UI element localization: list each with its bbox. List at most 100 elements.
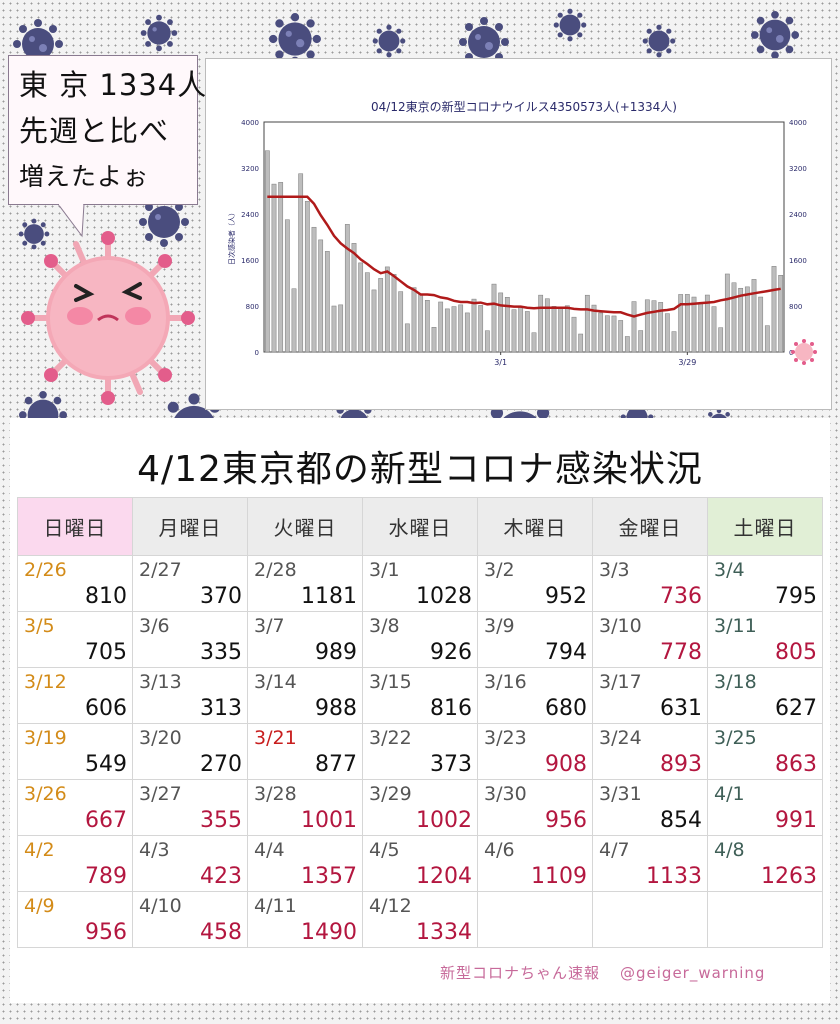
day-cell: 4/9 956 xyxy=(17,891,133,948)
day-date: 3/20 xyxy=(139,727,182,749)
week-row: 3/26 667 3/27 355 3/28 1001 3/29 1002 3/30 956 3/3… xyxy=(17,779,823,836)
daily-bar xyxy=(318,239,324,353)
day-cell: 3/3 736 xyxy=(592,555,708,612)
day-count: 1001 xyxy=(301,808,357,833)
day-cell: 3/18 627 xyxy=(707,667,823,724)
daily-bar xyxy=(704,294,710,353)
day-date: 3/26 xyxy=(24,783,67,805)
daily-bar xyxy=(364,272,370,353)
daily-bar xyxy=(491,283,497,353)
daily-bar xyxy=(331,305,337,353)
day-cell: 3/13 313 xyxy=(132,667,248,724)
daily-bar xyxy=(298,173,304,353)
y-tick-label-right: 1600 xyxy=(789,257,807,265)
x-tick-label: 3/29 xyxy=(678,358,696,367)
day-cell: 3/11 805 xyxy=(707,611,823,668)
day-cell: 4/8 1263 xyxy=(707,835,823,892)
day-date: 2/26 xyxy=(24,559,67,581)
day-count: 270 xyxy=(200,752,242,777)
day-date: 3/21 xyxy=(254,727,297,749)
daily-bar xyxy=(691,296,697,353)
day-cell: 4/1 991 xyxy=(707,779,823,836)
day-date: 4/5 xyxy=(369,839,400,861)
day-cell: 3/12 606 xyxy=(17,667,133,724)
chart-panel: 04/12東京の新型コロナウイルス4350573人(+1334人) 0 0 800 80… xyxy=(205,58,832,410)
day-date: 3/17 xyxy=(599,671,642,693)
day-date: 3/1 xyxy=(369,559,400,581)
day-count: 1002 xyxy=(416,808,472,833)
daily-bar xyxy=(284,219,290,353)
day-date: 3/8 xyxy=(369,615,400,637)
weekday-header: 月曜日 xyxy=(132,497,248,556)
day-date: 2/28 xyxy=(254,559,297,581)
y-tick-label-right: 2400 xyxy=(789,211,807,219)
day-count: 877 xyxy=(315,752,357,777)
day-count: 789 xyxy=(85,864,127,889)
daily-bar xyxy=(771,266,777,353)
credit-line: 新型コロナちゃん速報 @geiger_warning xyxy=(440,962,785,983)
day-count: 458 xyxy=(200,920,242,945)
day-date: 3/5 xyxy=(24,615,55,637)
day-date: 4/1 xyxy=(714,783,745,805)
day-date: 3/29 xyxy=(369,783,412,805)
daily-bar xyxy=(398,291,404,353)
daily-bar xyxy=(478,305,484,353)
day-count: 926 xyxy=(430,640,472,665)
day-cell: 3/8 926 xyxy=(362,611,478,668)
day-cell: 4/3 423 xyxy=(132,835,248,892)
daily-bar xyxy=(378,278,384,353)
daily-bar xyxy=(338,304,344,353)
weekday-header: 火曜日 xyxy=(247,497,363,556)
daily-bar xyxy=(624,336,630,353)
day-cell: 3/4 795 xyxy=(707,555,823,612)
daily-bar xyxy=(271,183,277,353)
week-row: 3/19 549 3/20 270 3/21 877 3/22 373 3/23 908 3/24 8… xyxy=(17,723,823,780)
day-date: 3/13 xyxy=(139,671,182,693)
virus-icon xyxy=(553,8,587,42)
daily-bar xyxy=(551,306,557,353)
day-date: 4/12 xyxy=(369,895,412,917)
daily-bar xyxy=(671,331,677,353)
day-count: 373 xyxy=(430,752,472,777)
day-date: 3/2 xyxy=(484,559,515,581)
day-cell: 4/11 1490 xyxy=(247,891,363,948)
day-cell: 3/7 989 xyxy=(247,611,363,668)
daily-bar xyxy=(498,292,504,353)
day-cell: 3/27 355 xyxy=(132,779,248,836)
daily-bar xyxy=(311,226,317,353)
day-cell xyxy=(477,891,593,948)
daily-bar xyxy=(264,150,270,353)
day-date: 3/19 xyxy=(24,727,67,749)
day-date: 3/24 xyxy=(599,727,642,749)
daily-bar xyxy=(504,297,510,353)
y-tick-label-left: 2400 xyxy=(241,211,259,219)
day-count: 1028 xyxy=(416,584,472,609)
daily-bar xyxy=(731,282,737,353)
day-cell: 3/1 1028 xyxy=(362,555,478,612)
day-cell: 3/14 988 xyxy=(247,667,363,724)
day-count: 1490 xyxy=(301,920,357,945)
day-count: 667 xyxy=(85,808,127,833)
day-date: 4/8 xyxy=(714,839,745,861)
day-count: 680 xyxy=(545,696,587,721)
daily-bar xyxy=(471,298,477,353)
day-cell: 4/10 458 xyxy=(132,891,248,948)
virus-icon xyxy=(372,24,406,58)
day-date: 2/27 xyxy=(139,559,182,581)
day-cell: 3/26 667 xyxy=(17,779,133,836)
day-date: 3/25 xyxy=(714,727,757,749)
daily-bar xyxy=(644,299,650,353)
day-count: 355 xyxy=(200,808,242,833)
day-count: 805 xyxy=(775,640,817,665)
credit-name: 新型コロナちゃん速報 xyxy=(440,964,601,982)
y-tick-label-right: 4000 xyxy=(789,119,807,127)
day-date: 4/7 xyxy=(599,839,630,861)
day-count: 423 xyxy=(200,864,242,889)
daily-bar xyxy=(418,294,424,353)
day-cell: 2/28 1181 xyxy=(247,555,363,612)
day-cell: 4/2 789 xyxy=(17,835,133,892)
day-count: 795 xyxy=(775,584,817,609)
daily-bar xyxy=(591,304,597,353)
daily-bar xyxy=(618,320,624,353)
daily-bar xyxy=(744,286,750,353)
